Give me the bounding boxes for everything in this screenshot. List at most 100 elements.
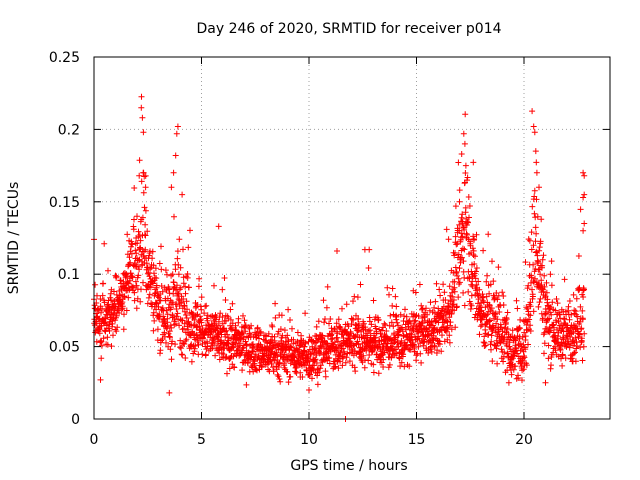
data-point [158,266,165,273]
data-point [235,315,242,322]
data-point [492,310,499,317]
data-point [167,346,174,353]
data-point [484,311,491,318]
data-point [137,245,144,252]
data-point [368,321,375,328]
data-point [453,241,460,248]
data-point [127,270,134,277]
data-point [572,349,578,356]
data-point [224,337,231,344]
data-point [142,246,149,253]
data-point [185,244,192,251]
data-point [185,326,192,333]
data-point [472,268,479,275]
data-point [140,189,147,196]
data-point [409,325,416,332]
data-point [101,299,108,306]
data-point [549,299,556,306]
data-point [168,324,175,331]
data-point [306,387,312,393]
data-point [227,316,234,323]
data-point [108,343,115,350]
data-point [183,336,190,343]
data-point [488,346,494,353]
data-point [270,364,276,371]
data-point [232,322,239,329]
data-point [428,348,435,355]
data-point [170,169,177,176]
data-point [469,245,476,252]
data-point [168,356,175,363]
data-point [181,341,188,347]
data-point [501,349,508,356]
data-point [135,257,142,264]
data-point [415,343,422,350]
data-point [448,310,455,317]
data-point [172,320,179,327]
data-point [94,292,100,299]
data-point [573,295,580,302]
data-point [188,358,195,365]
data-point [531,210,538,217]
data-point [204,343,211,350]
data-point [579,316,586,323]
data-point [180,296,187,302]
data-point [119,303,126,310]
data-point [480,339,487,346]
data-point [298,332,305,339]
plot-frame [93,56,611,420]
data-point [137,237,144,244]
data-point [226,365,233,372]
data-point [215,223,222,230]
data-point [209,334,216,341]
data-point [554,300,561,307]
data-point [142,221,149,228]
data-point [362,326,369,333]
data-point [365,265,372,271]
data-point [142,207,149,214]
data-point [275,373,282,380]
data-point [271,337,278,344]
data-point [152,265,159,272]
data-point [508,371,515,378]
data-point [97,376,104,383]
data-point [135,263,142,270]
data-point [559,325,566,332]
data-point [566,344,573,351]
data-point [240,312,246,319]
data-point [542,311,548,318]
data-point [519,334,526,340]
data-point [132,247,139,254]
y-tick-label: 0.25 [49,50,80,66]
x-axis-label: GPS time / hours [290,458,407,474]
data-point [477,323,484,330]
data-point [375,316,382,323]
data-point [580,194,587,201]
data-point [565,303,572,310]
data-point [394,319,401,326]
data-point [231,364,238,371]
data-point [211,282,217,289]
data-point [578,335,585,342]
data-point [580,227,587,234]
data-point [535,303,542,310]
data-point [141,231,148,238]
data-point [530,261,537,268]
data-point [516,325,523,332]
data-point [566,316,573,323]
y-tick-label: 0 [71,412,80,428]
data-point [384,284,391,291]
data-point [335,338,342,345]
data-point [196,275,203,282]
data-point [327,316,334,322]
data-point [541,329,548,336]
data-point [289,325,295,332]
data-point [460,224,467,230]
data-point [328,331,335,338]
data-point [276,359,283,366]
y-axis-label: SRMTID / TECUs [6,182,22,295]
data-point [324,283,331,290]
data-point [105,267,111,274]
data-point [465,194,472,200]
